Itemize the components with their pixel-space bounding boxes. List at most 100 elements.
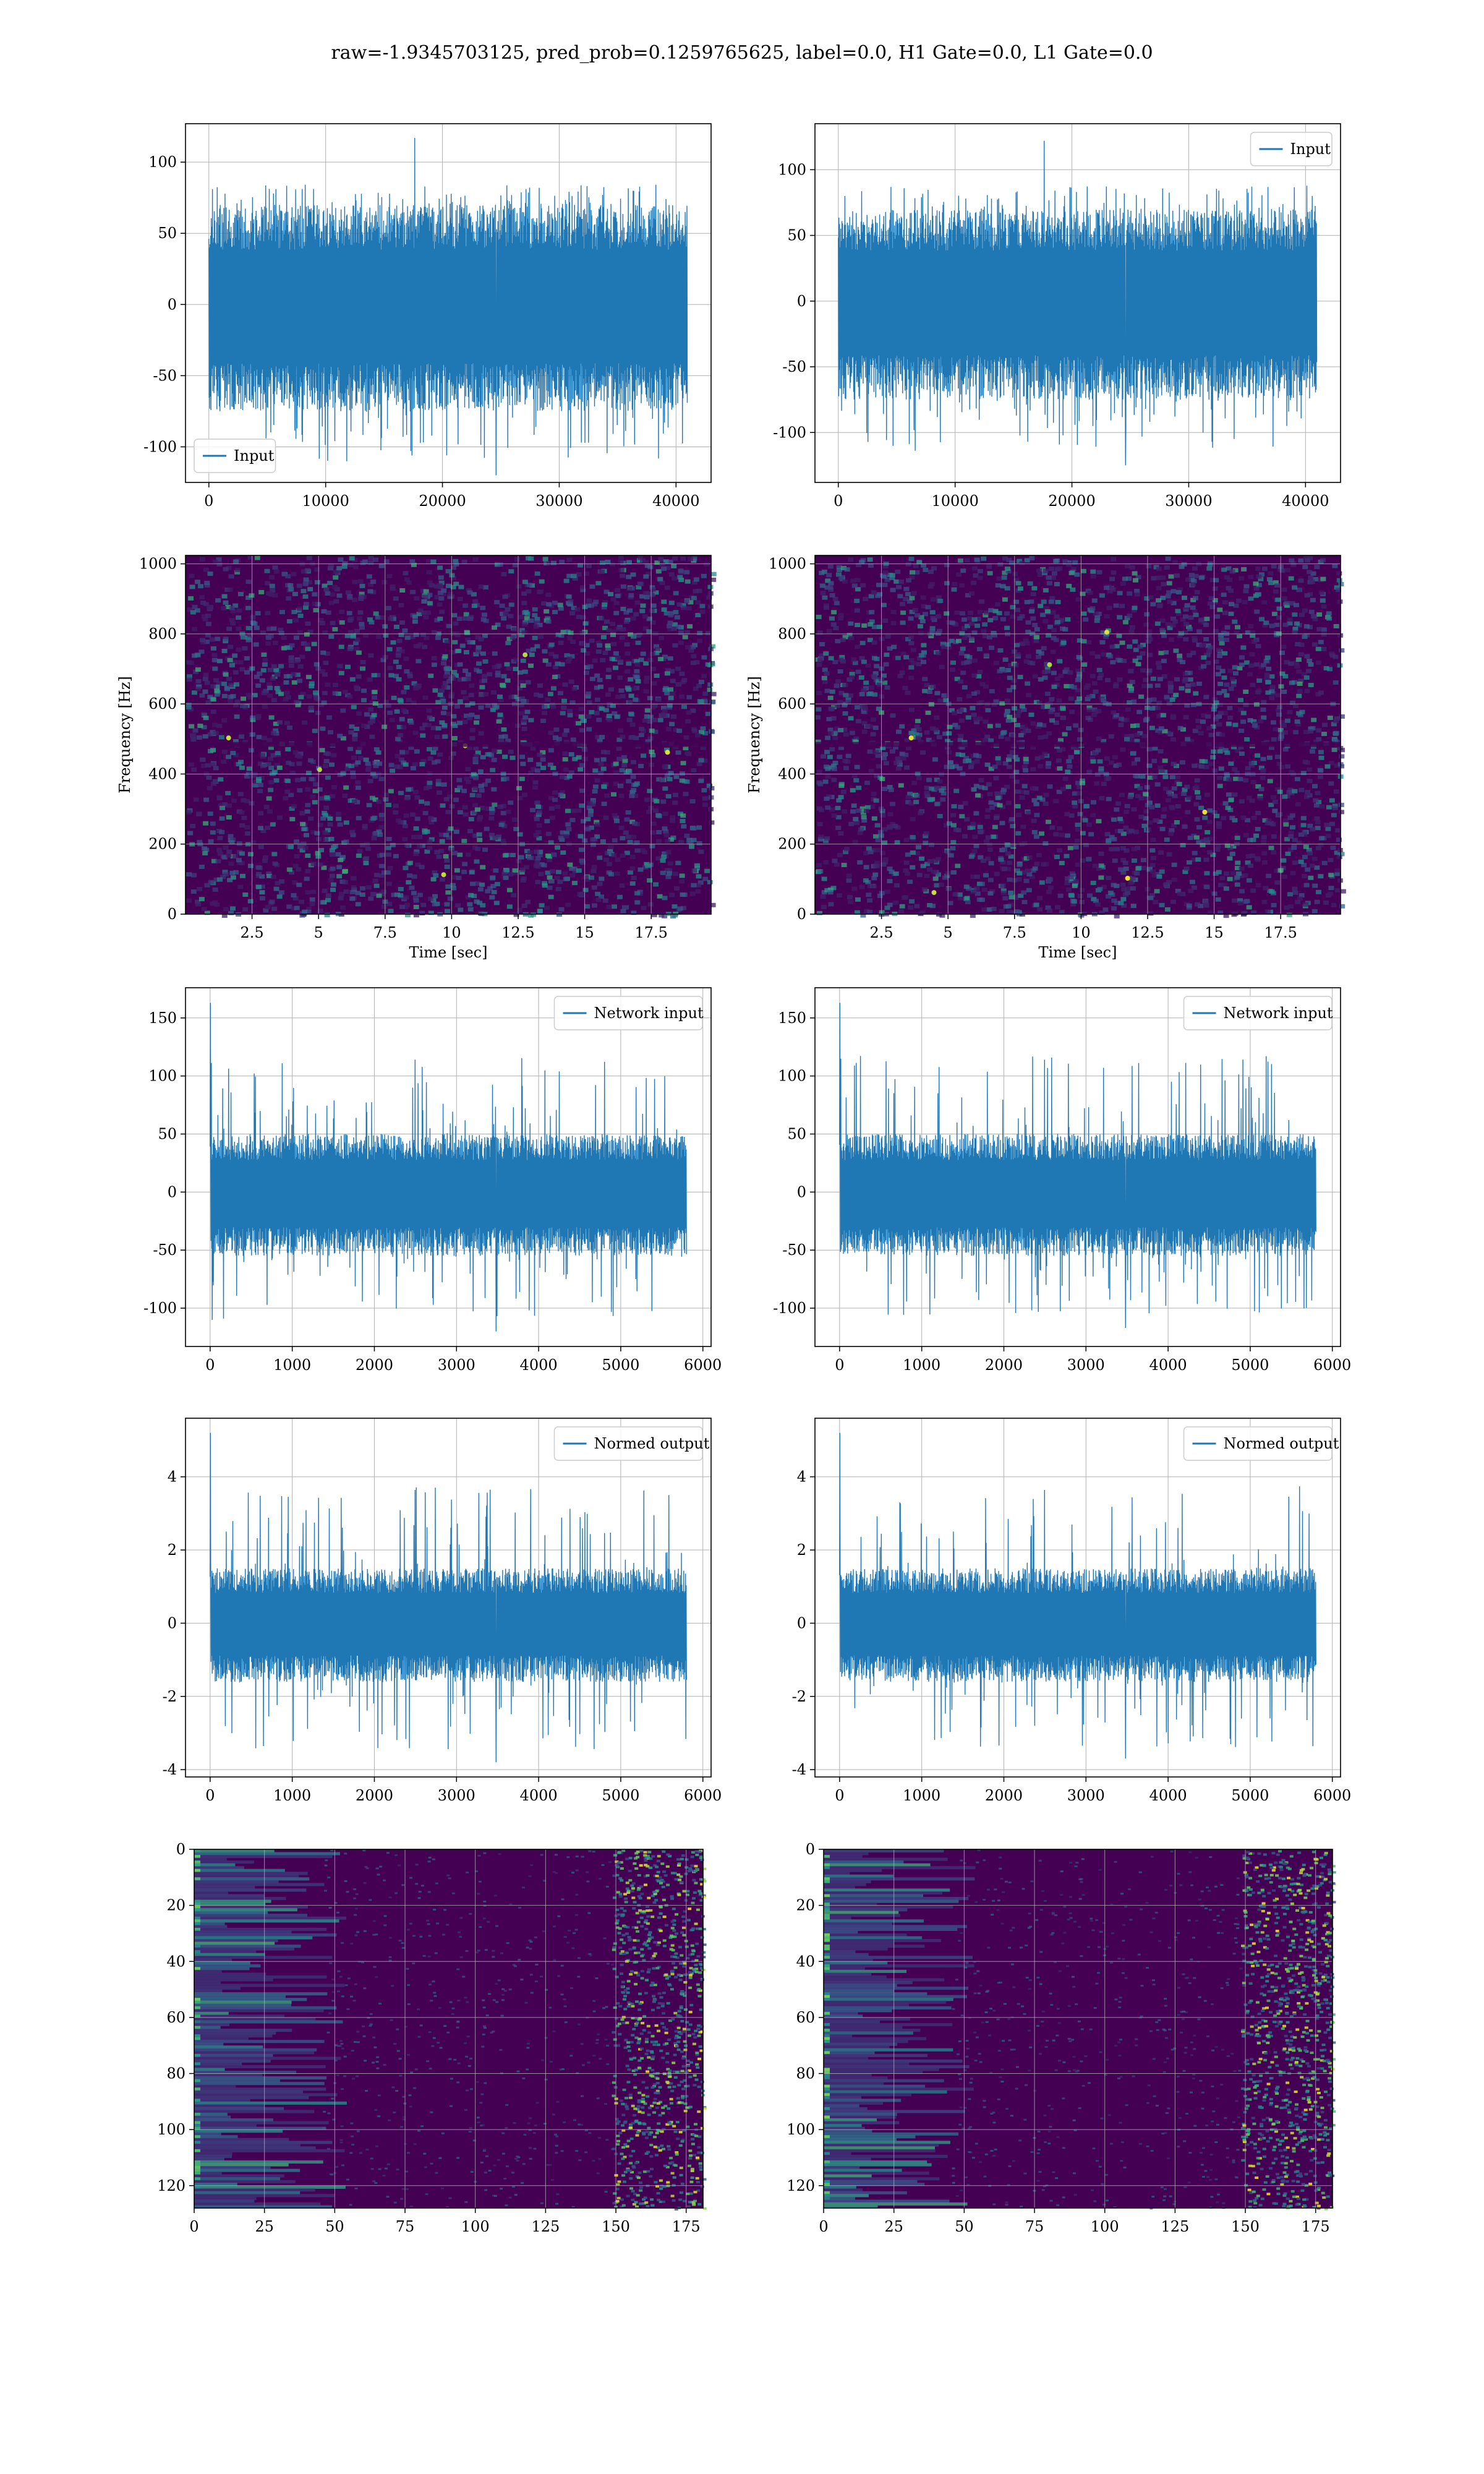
heatmap-cell (1328, 886, 1334, 891)
heatmap-cell (670, 815, 676, 820)
heatmap-cell (391, 892, 397, 897)
heatmap-cell (626, 586, 633, 591)
heatmap-cell (351, 774, 356, 779)
heatmap-cell (422, 811, 429, 816)
heatmap-cell (212, 887, 218, 892)
heatmap-cell (1289, 601, 1295, 606)
heatmap-cell (1062, 559, 1068, 563)
heatmap-cell (226, 853, 232, 858)
heatmap-cell (1282, 747, 1289, 752)
heatmap-cell (998, 857, 1004, 862)
heatmap-cell (924, 794, 931, 798)
heatmap-cell (1113, 713, 1119, 717)
heatmap-cell (219, 829, 225, 834)
heatmap-cell (550, 704, 556, 709)
heatmap-cell (520, 867, 526, 872)
heatmap-cell (916, 845, 921, 850)
heatmap-cell (709, 662, 715, 667)
heatmap-cell (1205, 714, 1211, 719)
heatmap-cell (607, 850, 613, 855)
heatmap-cell (683, 746, 689, 751)
heatmap-cell (830, 622, 837, 627)
heatmap-cell (1075, 669, 1081, 674)
heatmap-cell (284, 789, 291, 794)
heatmap-cell (1286, 912, 1292, 917)
heatmap-cell (1298, 652, 1304, 657)
heatmap-cell (1171, 761, 1177, 766)
heatmap-cell (588, 808, 594, 813)
heatmap-cell (1271, 834, 1277, 839)
x-tick-label: 40000 (652, 492, 699, 510)
heatmap-cell (441, 723, 448, 728)
heatmap-cell (445, 909, 450, 914)
heatmap-cell (900, 610, 906, 615)
heatmap-cell (228, 644, 234, 649)
heatmap-cell (855, 897, 861, 902)
heatmap-cell (667, 703, 673, 708)
heatmap-cell (468, 817, 474, 821)
heatmap-cell (881, 862, 887, 867)
heatmap-cell (1215, 672, 1221, 677)
heatmap-cell (1192, 638, 1198, 643)
heatmap-cell (883, 761, 889, 766)
heatmap-cell (1002, 761, 1009, 766)
heatmap-cell (250, 621, 257, 626)
heatmap-cell (987, 891, 994, 896)
heatmap-cell (289, 807, 295, 811)
heatmap-cell (1132, 858, 1137, 863)
heatmap-cell (341, 564, 348, 569)
heatmap-cell (1010, 843, 1017, 848)
heatmap-cell (260, 764, 266, 768)
heatmap-cell (270, 676, 276, 681)
heatmap-cell (634, 900, 641, 905)
heatmap-cell (532, 780, 539, 785)
heatmap-cell (528, 717, 534, 722)
heatmap-cell (325, 893, 331, 898)
heatmap-cell (589, 638, 595, 643)
heatmap-cell (1094, 781, 1100, 786)
heatmap-cell (427, 771, 433, 776)
heatmap-cell (1268, 571, 1274, 576)
heatmap-cell (469, 870, 475, 875)
y-tick-label: 50 (787, 227, 806, 244)
heatmap-cell (895, 569, 901, 574)
heatmap-cell (1042, 571, 1047, 576)
heatmap-cell (1074, 838, 1080, 843)
heatmap-cell (1255, 644, 1261, 649)
heatmap-cell (467, 829, 473, 834)
heatmap-cell (237, 860, 243, 865)
heatmap-cell (413, 898, 419, 903)
heatmap-cell (1207, 910, 1213, 915)
heatmap-cell (461, 690, 467, 695)
heatmap-cell (432, 760, 438, 765)
heatmap-cell (853, 778, 859, 783)
heatmap-cell (419, 799, 424, 804)
heatmap-cell (559, 662, 565, 667)
heatmap-cell (864, 805, 871, 810)
heatmap-cell (871, 717, 876, 722)
heatmap-cell (1274, 583, 1280, 588)
heatmap-cell (207, 732, 213, 737)
heatmap-cell (294, 905, 300, 910)
heatmap-cell (333, 570, 339, 575)
heatmap-cell (1151, 576, 1157, 581)
heatmap-cell (308, 758, 313, 763)
heatmap-cell (233, 559, 239, 564)
heatmap-cell (610, 633, 616, 638)
heatmap-cell (1312, 617, 1318, 622)
heatmap-cell (398, 733, 404, 738)
heatmap-cell (594, 820, 600, 824)
heatmap-cell (305, 868, 311, 873)
heatmap-cell (323, 764, 328, 769)
heatmap-cell (677, 575, 683, 580)
heatmap-cell (1116, 633, 1122, 638)
heatmap-cell (626, 779, 632, 784)
heatmap-cell (861, 659, 867, 664)
heatmap-cell (464, 776, 470, 781)
heatmap-cell (226, 755, 232, 760)
heatmap-cell (202, 617, 208, 622)
heatmap-cell (214, 684, 220, 689)
heatmap-cell (910, 850, 916, 855)
heatmap-cell (1208, 645, 1214, 650)
heatmap-cell (691, 826, 697, 831)
